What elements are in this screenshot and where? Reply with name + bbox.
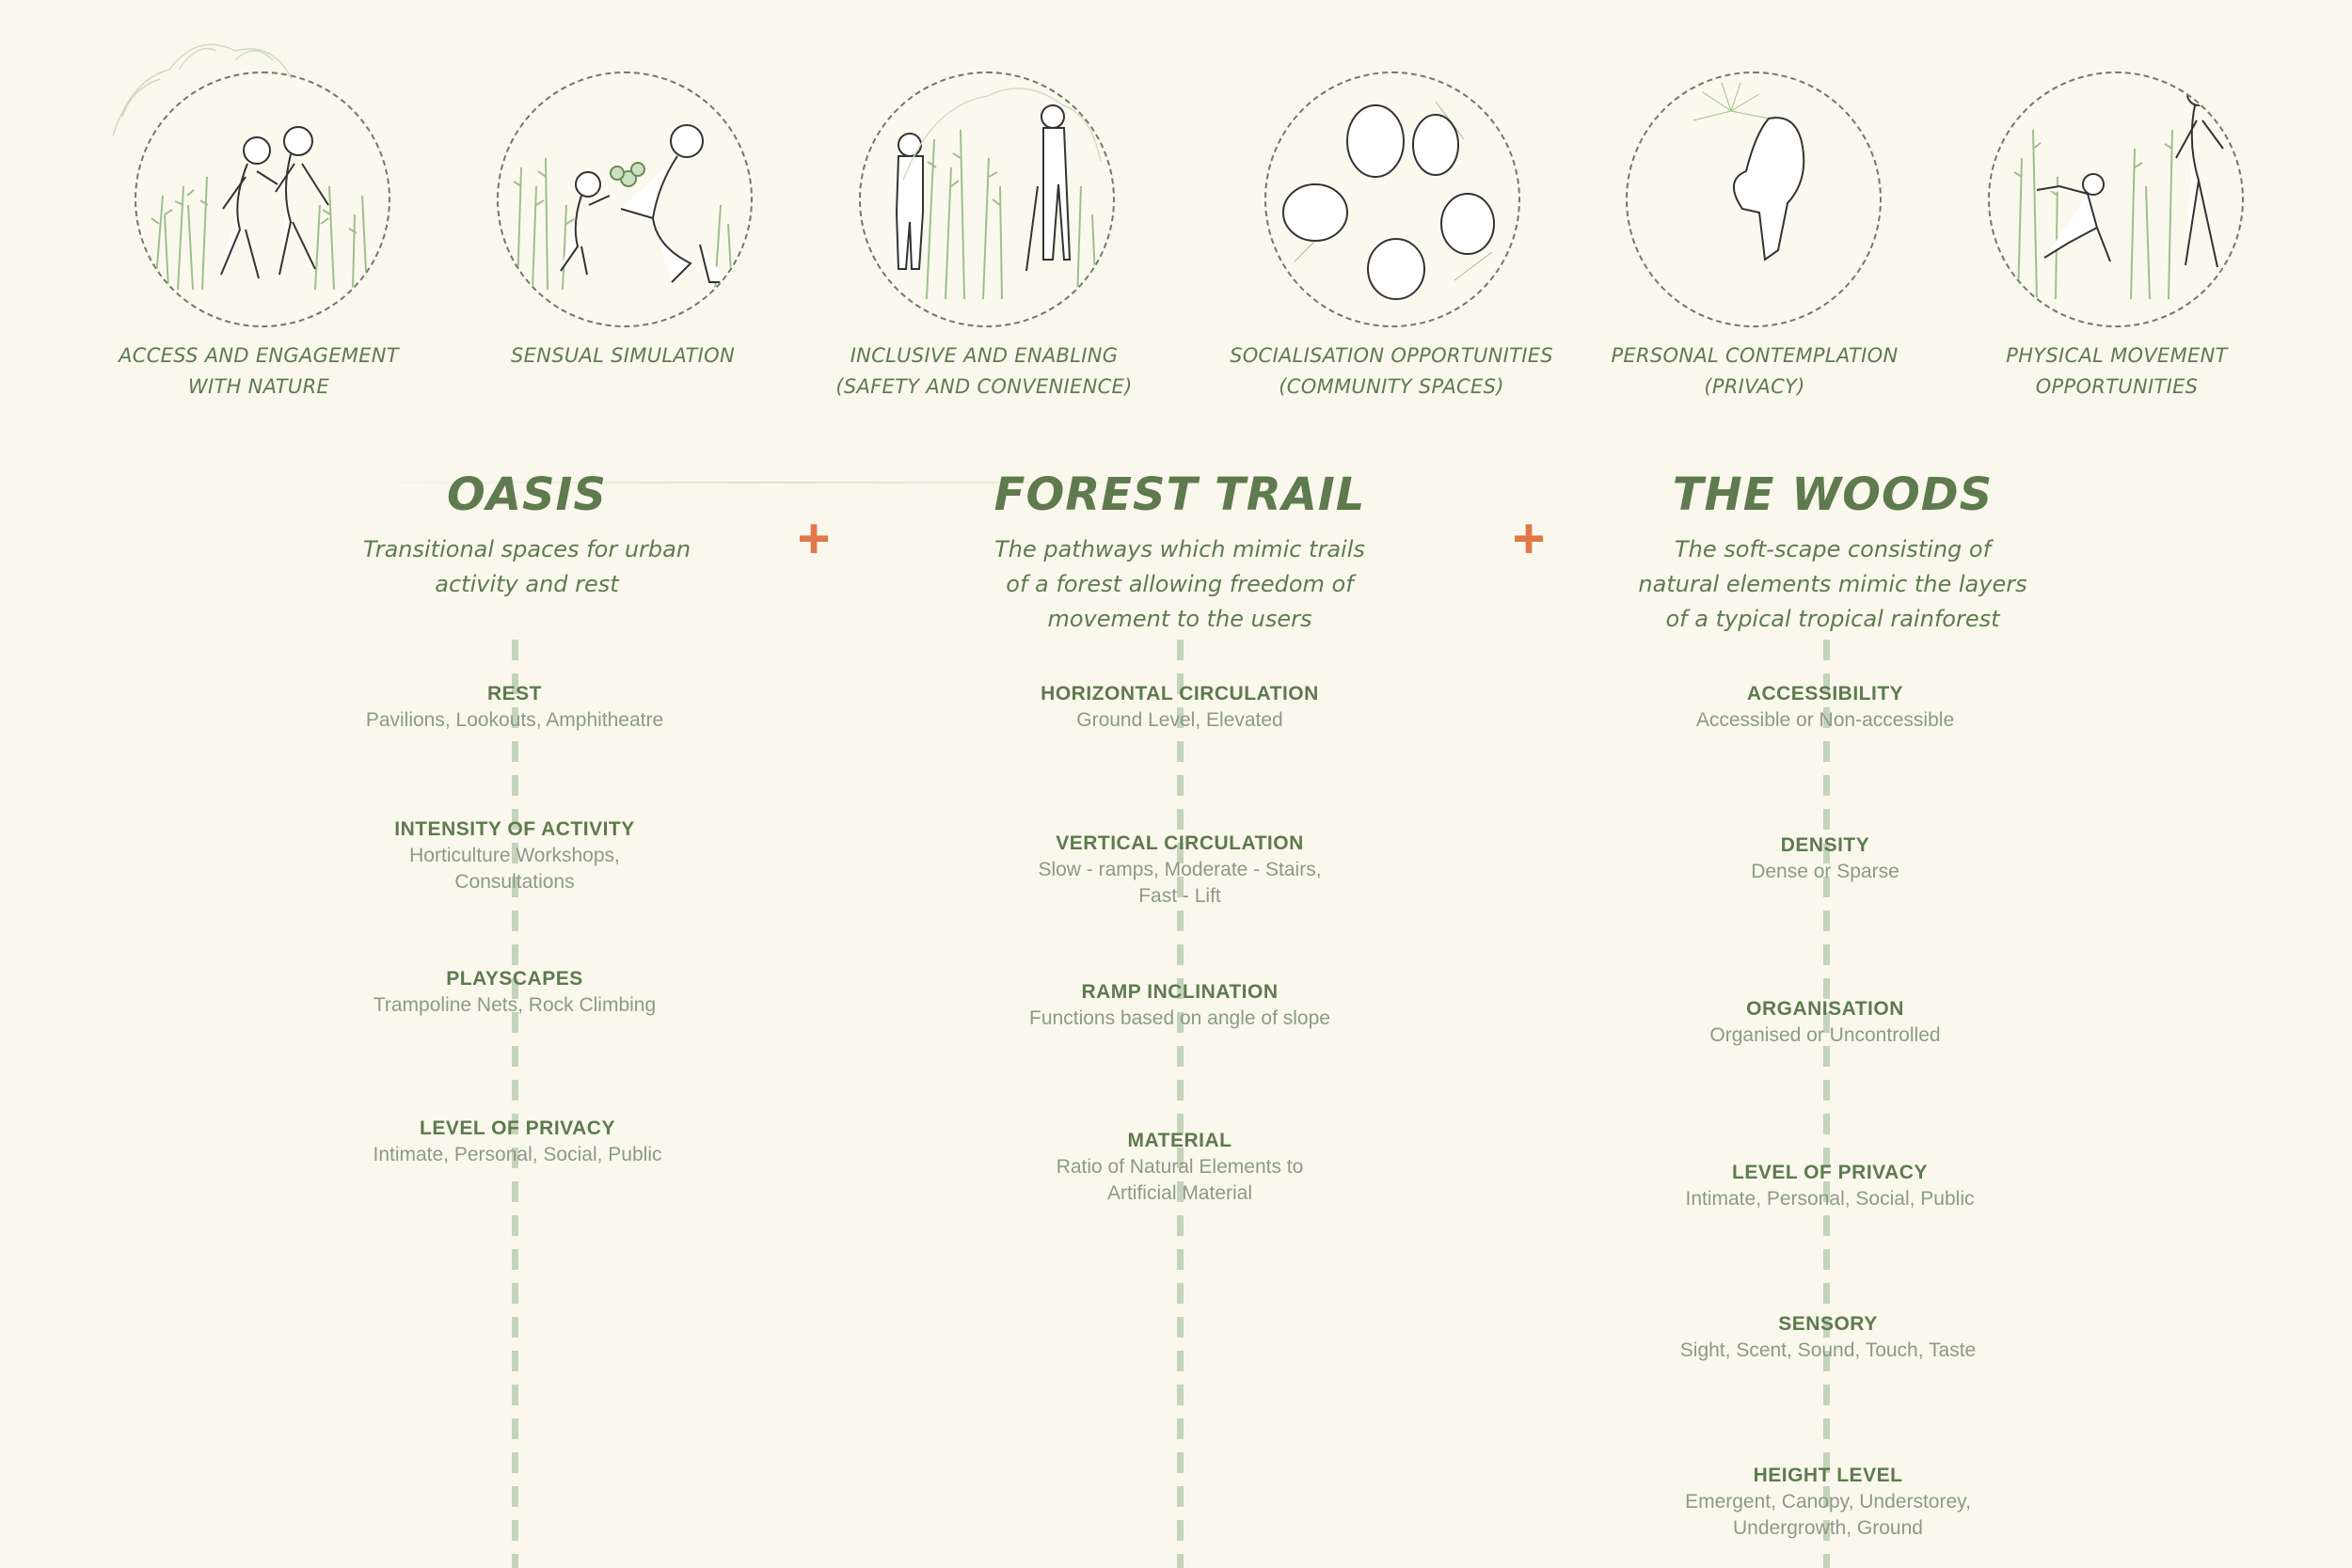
spine-oasis	[512, 640, 518, 1568]
caption-inclusive: INCLUSIVE AND ENABLING (SAFETY AND CONVE…	[835, 344, 1133, 398]
caption-socialisation: SOCIALISATION OPPORTUNITIES (COMMUNITY S…	[1230, 344, 1553, 398]
circle-physical-movement	[1988, 71, 2244, 327]
divider-line	[348, 482, 1195, 483]
section-title-the-woods: THE WOODS	[1672, 468, 1994, 521]
circle-contemplation	[1626, 71, 1882, 327]
criterion-accessibility: ACCESSIBILITY Accessible or Non-accessib…	[1695, 683, 1955, 731]
criterion-density: DENSITY Dense or Sparse	[1751, 834, 1899, 882]
tree-sketch-icon	[902, 87, 1102, 182]
caption-contemplation: PERSONAL CONTEMPLATION (PRIVACY)	[1611, 344, 1899, 398]
section-desc-oasis: Transitional spaces for urban activity a…	[362, 536, 691, 597]
children-running-icon	[151, 126, 368, 291]
plus-icon: +	[1512, 507, 1546, 570]
caption-sensual-simulation: SENSUAL SIMULATION	[511, 344, 735, 367]
criterion-privacy: LEVEL OF PRIVACY Intimate, Personal, Soc…	[373, 1117, 662, 1165]
criterion-horizontal-circulation: HORIZONTAL CIRCULATION Ground Level, Ele…	[1041, 683, 1319, 731]
spine-forest-trail	[1177, 640, 1184, 1568]
plus-icon: +	[797, 507, 831, 570]
tree-sketch-icon	[112, 43, 293, 136]
circle-inclusive	[859, 71, 1115, 327]
child-adult-flowers-icon	[513, 124, 733, 291]
person-meditating-icon	[1692, 82, 1805, 261]
criterion-vertical-circulation: VERTICAL CIRCULATION Slow - ramps, Moder…	[1038, 832, 1322, 907]
criterion-privacy-woods: LEVEL OF PRIVACY Intimate, Personal, Soc…	[1685, 1162, 1975, 1210]
criterion-ramp-inclination: RAMP INCLINATION Functions based on angl…	[1029, 981, 1330, 1029]
section-title-forest-trail: FOREST TRAIL	[993, 468, 1366, 521]
criterion-playscapes: PLAYSCAPES Trampoline Nets, Rock Climbin…	[373, 968, 657, 1016]
criterion-material: MATERIAL Ratio of Natural Elements to Ar…	[1056, 1130, 1304, 1204]
criterion-intensity: INTENSITY OF ACTIVITY Horticulture Works…	[394, 818, 635, 893]
criterion-sensory: SENSORY Sight, Scent, Sound, Touch, Tast…	[1679, 1313, 1977, 1361]
skater-runner-icon	[2013, 82, 2224, 300]
criterion-organisation: ORGANISATION Organised or Uncontrolled	[1709, 998, 1941, 1046]
caption-physical-movement: PHYSICAL MOVEMENT OPPORTUNITIES	[2006, 344, 2228, 398]
criterion-rest: REST Pavilions, Lookouts, Amphitheatre	[365, 683, 664, 731]
spine-the-woods	[1823, 640, 1830, 1568]
criterion-height-level: HEIGHT LEVEL Emergent, Canopy, Understor…	[1685, 1465, 1971, 1539]
section-title-oasis: OASIS	[447, 468, 607, 521]
circle-access-nature	[135, 71, 390, 327]
section-desc-the-woods: The soft-scape consisting of natural ele…	[1638, 536, 2027, 632]
circle-sensual-simulation	[497, 71, 753, 327]
group-seated-icon	[1282, 101, 1495, 300]
caption-access-nature: ACCESS AND ENGAGEMENT WITH NATURE	[119, 344, 399, 398]
circle-socialisation	[1264, 71, 1520, 327]
section-desc-forest-trail: The pathways which mimic trails of a for…	[994, 536, 1365, 632]
elderly-walking-icon	[895, 104, 1097, 300]
